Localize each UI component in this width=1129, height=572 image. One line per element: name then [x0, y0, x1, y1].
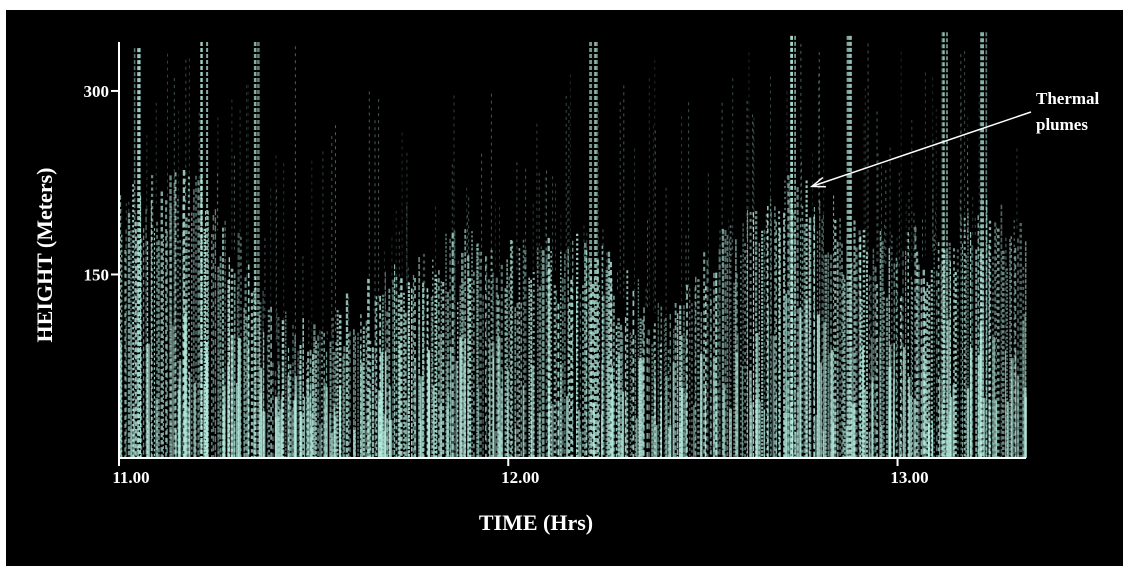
x-tick-label: 11.00 [112, 468, 149, 487]
annotation-text-line2: plumes [1036, 115, 1088, 134]
radar-echogram-chart: 11.00 12.00 13.00 150 300 HEIGHT (Meters) TI… [6, 10, 1123, 566]
annotation-thermal-plumes: Thermal plumes [809, 89, 1100, 188]
x-tick-label: 13.00 [890, 468, 928, 487]
x-tick-label: 12.00 [501, 468, 539, 487]
x-axis-label: TIME (Hrs) [479, 510, 593, 535]
annotation-arrow-line [811, 111, 1032, 188]
y-axis-label: HEIGHT (Meters) [32, 168, 57, 343]
axes [118, 42, 1026, 459]
annotation-text-line1: Thermal [1036, 89, 1100, 108]
y-tick-label: 300 [84, 82, 110, 101]
y-tick-label: 150 [84, 265, 110, 284]
annotation-arrow-head [809, 177, 826, 188]
ticks: 11.00 12.00 13.00 150 300 [84, 82, 929, 487]
chart-frame: 11.00 12.00 13.00 150 300 HEIGHT (Meters) TI… [6, 10, 1123, 566]
plot-area [119, 32, 1027, 458]
